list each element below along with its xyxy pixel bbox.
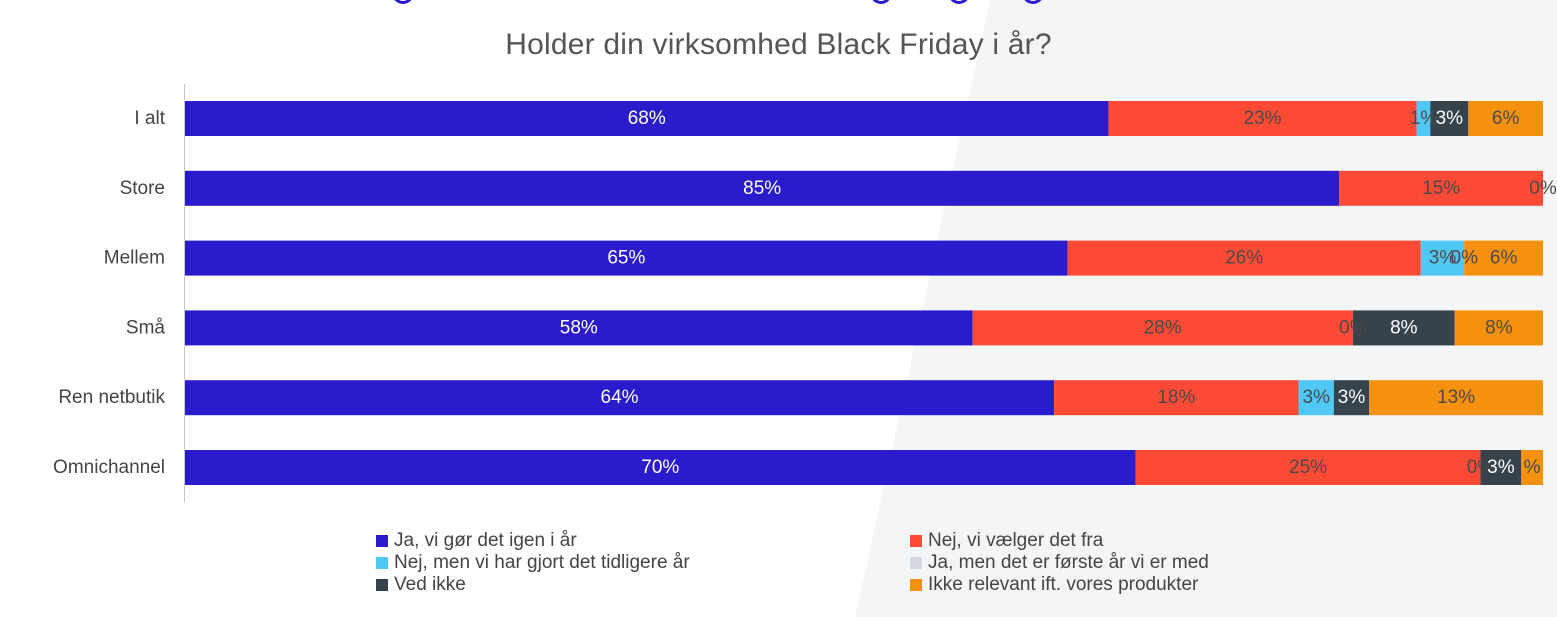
data-label: 3% [1436,108,1464,129]
bar-segment [1416,101,1431,136]
data-label: 25% [1289,457,1327,478]
data-label: 3% [1302,387,1330,408]
bar-segment [1430,101,1469,136]
bar-segment [1108,101,1417,136]
bar-segment [1135,450,1481,485]
bar-segment [1369,380,1543,416]
bar-segment [1521,450,1543,485]
bar-segment [1339,170,1543,206]
bar-segment [972,310,1353,346]
data-label: 3% [1487,457,1515,478]
category-label: I alt [134,108,165,129]
bar-segment [1298,380,1334,416]
category-label: Mellem [104,248,165,269]
data-label: 64% [601,387,639,408]
category-label: Små [126,317,166,338]
bar-segment [185,101,1109,136]
data-label: 26% [1225,248,1263,269]
category-label: Omnichannel [53,457,165,478]
category-label: Ren netbutik [58,387,165,408]
data-label: 0% [1529,178,1557,199]
bar-segment [1420,240,1465,276]
data-label: 6% [1490,248,1518,269]
data-label: 18% [1157,387,1195,408]
data-label: 28% [1144,317,1182,338]
data-label: 70% [641,457,679,478]
bar-segment [185,310,973,346]
data-label: 15% [1422,178,1460,199]
bar-segment [185,450,1136,485]
bar-segment [1333,380,1370,416]
bar-segment [185,240,1068,276]
chart-title: Holder din virksomhed Black Friday i år? [505,28,1052,61]
bar-segment [1352,310,1455,346]
bar-segment [1454,310,1543,346]
data-label: 85% [743,178,781,199]
data-label: 0% [1339,317,1367,338]
data-label: 65% [607,248,645,269]
bar-segment [1067,240,1421,276]
data-label: 0% [1467,457,1495,478]
data-label: 8% [1485,317,1513,338]
bar-segment [1464,240,1543,276]
data-label: 1% [1410,108,1438,129]
data-label: % [1524,457,1541,478]
bar-segment [1468,101,1543,136]
bar-segment [185,380,1055,416]
data-label: 13% [1437,387,1475,408]
data-label: 58% [560,317,598,338]
bar-segment [185,170,1340,206]
data-label: 0% [1451,248,1479,269]
category-label: Store [120,178,165,199]
data-label: 23% [1244,108,1282,129]
data-label: 6% [1492,108,1520,129]
data-label: 3% [1338,387,1366,408]
data-label: 68% [628,108,666,129]
data-label: 3% [1429,248,1457,269]
data-label: 8% [1390,317,1418,338]
bar-segment [1054,380,1299,416]
bar-segment [1480,450,1522,485]
